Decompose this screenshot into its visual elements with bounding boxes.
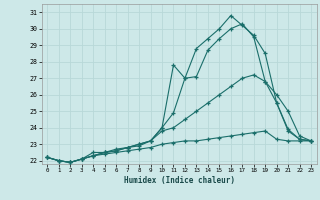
X-axis label: Humidex (Indice chaleur): Humidex (Indice chaleur) [124, 176, 235, 185]
